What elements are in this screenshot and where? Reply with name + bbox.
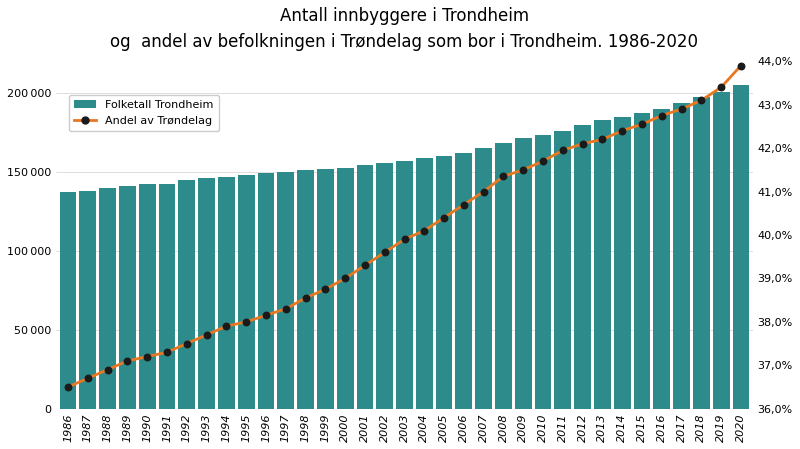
Bar bbox=[317, 169, 334, 409]
Bar bbox=[436, 156, 453, 409]
Bar bbox=[455, 153, 472, 409]
Bar bbox=[139, 185, 156, 409]
Point bbox=[121, 357, 134, 365]
Bar bbox=[178, 180, 195, 409]
Bar bbox=[654, 109, 670, 409]
Bar bbox=[258, 173, 274, 409]
Bar bbox=[357, 166, 374, 409]
Bar bbox=[614, 116, 630, 409]
Point bbox=[161, 348, 174, 356]
Bar bbox=[396, 161, 413, 409]
Bar bbox=[495, 143, 512, 409]
Bar bbox=[60, 192, 77, 409]
Bar bbox=[515, 138, 532, 409]
Bar bbox=[594, 120, 611, 409]
Bar bbox=[416, 158, 433, 409]
Bar bbox=[238, 175, 254, 409]
Point bbox=[141, 353, 154, 360]
Point bbox=[299, 295, 312, 302]
Point bbox=[259, 312, 272, 319]
Point bbox=[478, 188, 490, 195]
Point bbox=[517, 166, 530, 173]
Point bbox=[102, 366, 114, 373]
Point bbox=[358, 262, 371, 269]
Point bbox=[695, 97, 708, 104]
Bar bbox=[376, 163, 393, 409]
Point bbox=[714, 84, 727, 91]
Point bbox=[557, 147, 570, 154]
Title: Antall innbyggere i Trondheim
og  andel av befolkningen i Trøndelag som bor i Tr: Antall innbyggere i Trondheim og andel a… bbox=[110, 7, 698, 51]
Point bbox=[378, 249, 391, 256]
Point bbox=[537, 158, 550, 165]
Point bbox=[62, 383, 74, 391]
Point bbox=[438, 214, 450, 221]
Bar bbox=[693, 97, 710, 409]
Point bbox=[675, 106, 688, 113]
Bar bbox=[119, 186, 136, 409]
Point bbox=[596, 136, 609, 143]
Point bbox=[220, 322, 233, 330]
Point bbox=[319, 286, 332, 293]
Bar bbox=[337, 168, 354, 409]
Point bbox=[338, 275, 351, 282]
Bar bbox=[99, 189, 116, 409]
Bar bbox=[534, 135, 551, 409]
Point bbox=[418, 227, 430, 234]
Point bbox=[458, 201, 470, 208]
Point bbox=[655, 112, 668, 119]
Legend: Folketall Trondheim, Andel av Trøndelag: Folketall Trondheim, Andel av Trøndelag bbox=[69, 95, 219, 131]
Bar bbox=[673, 103, 690, 409]
Point bbox=[181, 340, 194, 347]
Bar bbox=[198, 178, 215, 409]
Bar bbox=[554, 131, 571, 409]
Point bbox=[734, 62, 747, 69]
Point bbox=[82, 375, 94, 382]
Bar bbox=[278, 172, 294, 409]
Bar bbox=[79, 191, 96, 409]
Point bbox=[497, 173, 510, 180]
Point bbox=[576, 140, 589, 147]
Bar bbox=[475, 148, 492, 409]
Bar bbox=[218, 176, 234, 409]
Bar bbox=[713, 92, 730, 409]
Bar bbox=[733, 85, 750, 409]
Bar bbox=[574, 125, 591, 409]
Point bbox=[279, 305, 292, 313]
Bar bbox=[634, 113, 650, 409]
Point bbox=[616, 127, 629, 134]
Point bbox=[398, 236, 411, 243]
Bar bbox=[297, 170, 314, 409]
Bar bbox=[158, 184, 175, 409]
Point bbox=[240, 318, 253, 326]
Point bbox=[200, 331, 213, 339]
Point bbox=[635, 121, 648, 128]
